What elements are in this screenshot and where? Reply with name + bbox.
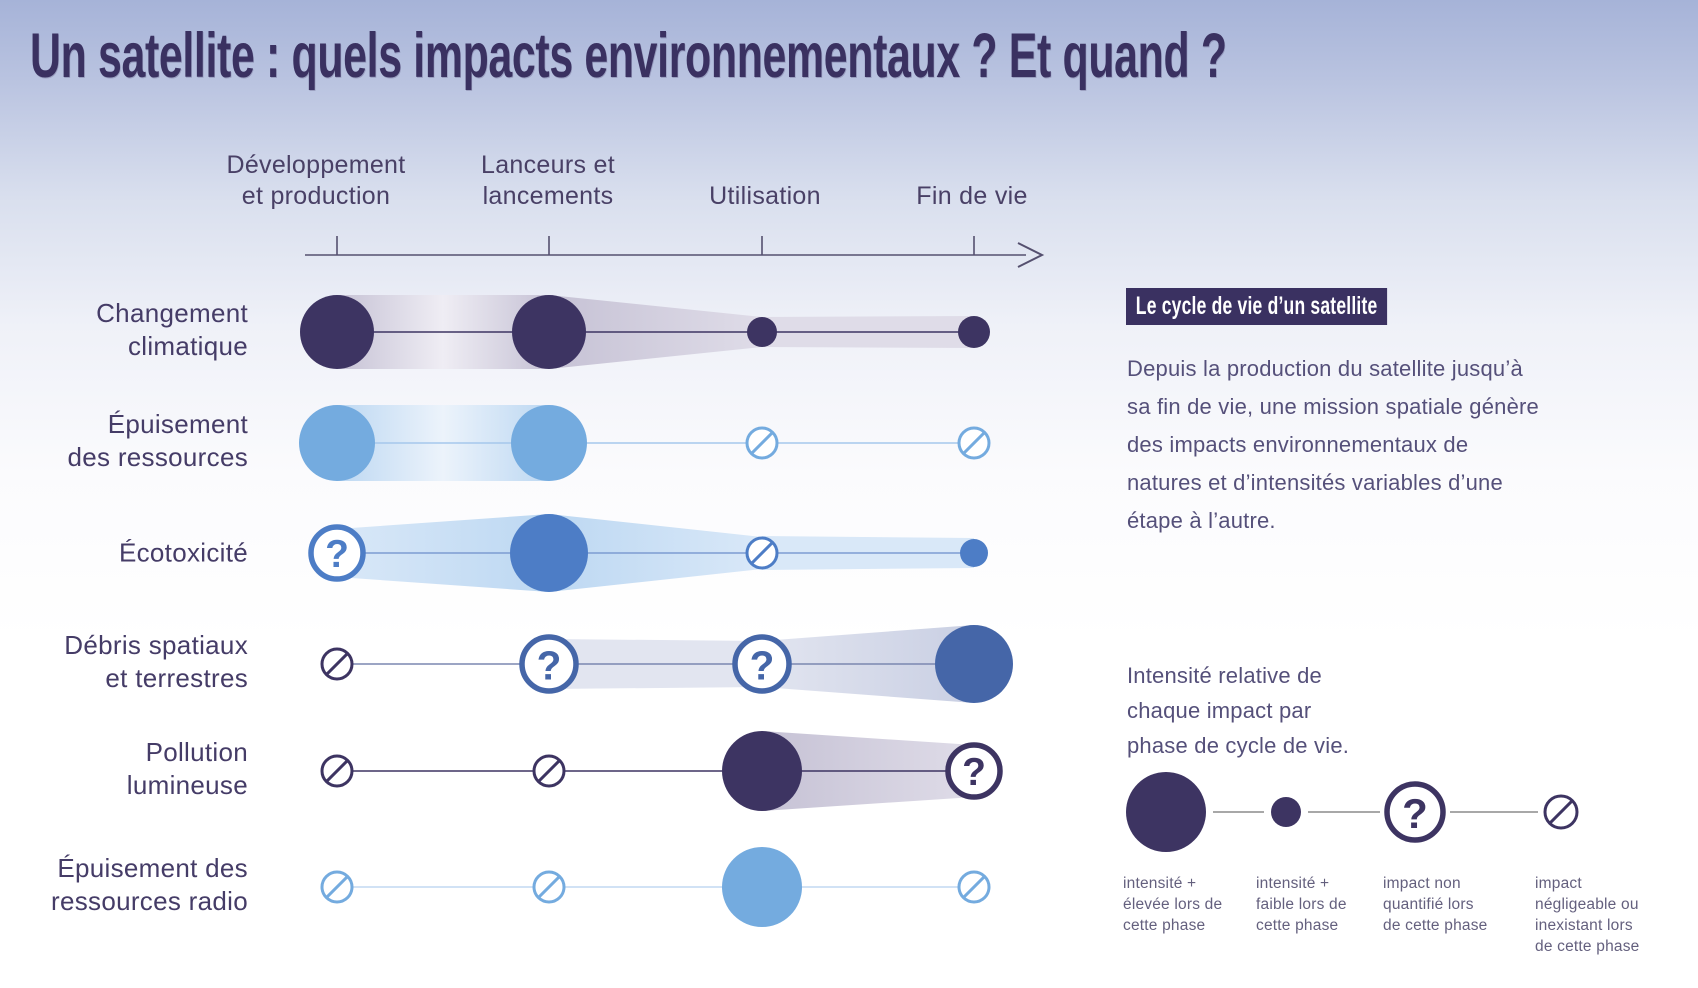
legend-title: Intensité relative de chaque impact par … bbox=[1127, 663, 1350, 758]
impact-question-mark: ? bbox=[962, 751, 986, 794]
impact-question-icon bbox=[308, 524, 366, 582]
row-label-ecotoxicite: Écotoxicité bbox=[118, 537, 248, 568]
impact-none-slash-icon bbox=[750, 541, 774, 565]
row-label-epuisement-ressources-radio: Épuisement des ressources radio bbox=[51, 853, 248, 916]
row-label-epuisement-ressources: Épuisement des ressources bbox=[67, 409, 248, 472]
impact-none-slash-icon bbox=[962, 875, 986, 899]
impact-none-slash-icon bbox=[325, 652, 349, 676]
impact-dot-icon bbox=[722, 731, 802, 811]
phase-label-lanceurs-lancements: Lanceurs et lancements bbox=[481, 151, 615, 210]
impact-dot-icon bbox=[511, 405, 587, 481]
legend-caption-low-intensity: intensité + faible lors de cette phase bbox=[1256, 875, 1347, 934]
row-label-changement-climatique: Changement climatique bbox=[96, 298, 248, 361]
page-title: Un satellite : quels impacts environneme… bbox=[30, 21, 1227, 91]
impact-none-slash-icon bbox=[962, 431, 986, 455]
impact-none-slash-icon bbox=[325, 875, 349, 899]
section-badge: Le cycle de vie d’un satellite bbox=[1126, 288, 1388, 325]
legend-caption-unquantified: impact non quantifié lors de cette phase bbox=[1383, 875, 1488, 934]
row-label-debris-spatiaux: Débris spatiaux et terrestres bbox=[64, 630, 248, 693]
impact-question-mark: ? bbox=[1402, 790, 1428, 837]
impact-none-slash-icon bbox=[325, 759, 349, 783]
phase-label-utilisation: Utilisation bbox=[709, 182, 821, 210]
impact-dot-icon bbox=[935, 625, 1013, 703]
impact-question-icon bbox=[1384, 781, 1446, 843]
impact-dot-icon bbox=[300, 295, 374, 369]
impact-dot-icon bbox=[747, 317, 777, 347]
impact-none-slash-icon bbox=[750, 431, 774, 455]
impact-question-mark: ? bbox=[537, 642, 562, 688]
intro-paragraph: Depuis la production du satellite jusqu’… bbox=[1127, 356, 1539, 533]
impact-dot-icon bbox=[299, 405, 375, 481]
impact-none-slash-icon bbox=[537, 875, 561, 899]
legend-caption-high-intensity: intensité + élevée lors de cette phase bbox=[1123, 875, 1223, 934]
impact-none-slash-icon bbox=[537, 759, 561, 783]
impact-question-icon bbox=[945, 742, 1003, 800]
impact-none-slash-icon bbox=[1548, 799, 1574, 825]
impact-question-icon bbox=[732, 634, 792, 694]
impact-dot-icon bbox=[1126, 772, 1206, 852]
impact-dot-icon bbox=[722, 847, 802, 927]
impact-dot-icon bbox=[960, 539, 988, 567]
impact-question-mark: ? bbox=[750, 642, 775, 688]
impact-question-mark: ? bbox=[325, 533, 349, 576]
impact-dot-icon bbox=[510, 514, 588, 592]
impact-dot-icon bbox=[958, 316, 990, 348]
impact-question-icon bbox=[519, 634, 579, 694]
timeline-arrow-icon bbox=[1017, 242, 1045, 268]
legend-caption-negligible: impact négligeable ou inexistant lors de… bbox=[1535, 875, 1640, 955]
impact-dot-icon bbox=[1271, 797, 1301, 827]
row-label-pollution-lumineuse: Pollution lumineuse bbox=[126, 737, 248, 800]
phase-label-developpement-production: Développement et production bbox=[226, 151, 406, 210]
phase-label-fin-de-vie: Fin de vie bbox=[916, 182, 1028, 210]
impact-dot-icon bbox=[512, 295, 586, 369]
